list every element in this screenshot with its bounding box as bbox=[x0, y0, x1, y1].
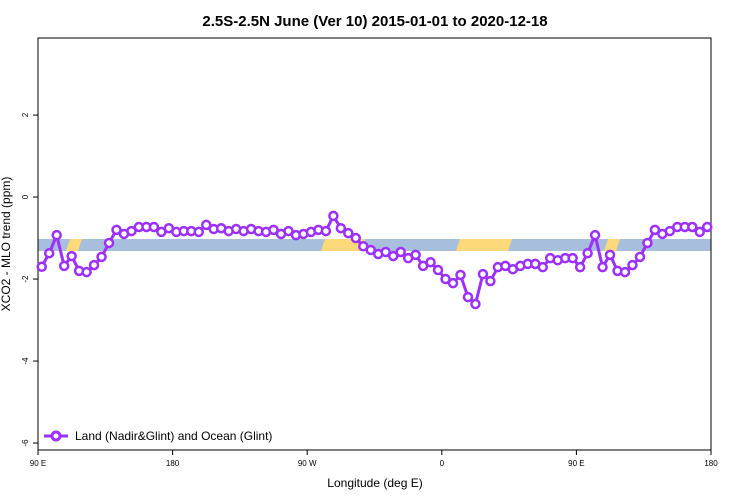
data-point bbox=[567, 252, 578, 264]
data-point bbox=[627, 259, 638, 271]
data-point bbox=[365, 244, 377, 256]
y-tick-label: 0 bbox=[21, 194, 30, 199]
data-point bbox=[477, 268, 489, 280]
data-point bbox=[43, 247, 55, 259]
data-point bbox=[462, 291, 474, 303]
x-tick-label: 0 bbox=[440, 459, 445, 468]
data-point bbox=[649, 224, 661, 236]
land-band bbox=[66, 239, 82, 251]
x-tick-label: 90 E bbox=[568, 459, 584, 468]
data-point bbox=[193, 226, 205, 238]
chart-title: 2.5S-2.5N June (Ver 10) 2015-01-01 to 20… bbox=[202, 13, 547, 30]
legend: Land (Nadir&Glint) and Ocean (Glint) bbox=[44, 429, 272, 443]
y-tick-label: -2 bbox=[21, 275, 30, 283]
data-point bbox=[343, 227, 354, 239]
data-point bbox=[201, 219, 212, 231]
y-tick-label: -4 bbox=[21, 357, 30, 365]
data-point bbox=[58, 260, 70, 272]
legend-marker bbox=[50, 430, 62, 442]
data-point bbox=[664, 225, 676, 237]
land-band bbox=[456, 239, 512, 251]
data-point bbox=[320, 225, 332, 237]
data-point bbox=[619, 266, 631, 278]
data-point bbox=[604, 249, 616, 261]
legend-label: Land (Nadir&Glint) and Ocean (Glint) bbox=[75, 429, 272, 443]
data-point bbox=[687, 221, 698, 233]
data-point bbox=[537, 261, 548, 273]
data-point bbox=[694, 226, 706, 238]
data-point bbox=[589, 229, 601, 241]
x-tick-label: 180 bbox=[166, 459, 180, 468]
data-point bbox=[387, 250, 399, 262]
data-point bbox=[470, 298, 481, 310]
data-point bbox=[268, 224, 279, 236]
data-point bbox=[597, 261, 608, 273]
surface-mask bbox=[38, 239, 711, 251]
x-axis-label: Longitude (deg E) bbox=[327, 476, 422, 490]
x-tick-label: 180 bbox=[704, 459, 718, 468]
data-point bbox=[634, 251, 646, 263]
data-point bbox=[126, 225, 137, 237]
data-point bbox=[574, 261, 586, 273]
data-point bbox=[485, 275, 496, 287]
data-point bbox=[642, 237, 653, 249]
data-point bbox=[283, 225, 294, 237]
data-point bbox=[455, 269, 466, 281]
ocean-band bbox=[38, 239, 711, 251]
data-point bbox=[81, 266, 92, 278]
data-point bbox=[66, 250, 77, 262]
data-point bbox=[51, 229, 62, 241]
data-point bbox=[335, 222, 347, 234]
data-point bbox=[111, 224, 122, 236]
data-point bbox=[148, 221, 160, 233]
data-point bbox=[88, 259, 100, 271]
data-point bbox=[432, 264, 444, 276]
data-point bbox=[425, 256, 436, 268]
y-tick-label: 2 bbox=[21, 112, 30, 117]
y-axis-label: XCO2 - MLO trend (ppm) bbox=[0, 177, 13, 312]
land-band bbox=[604, 239, 620, 251]
data-point bbox=[440, 273, 451, 285]
data-point bbox=[103, 237, 115, 249]
data-point bbox=[36, 261, 47, 273]
data-point bbox=[328, 210, 339, 222]
data-point bbox=[380, 246, 391, 258]
data-point bbox=[702, 221, 713, 233]
x-tick-label: 90 E bbox=[30, 459, 46, 468]
y-tick-label: -6 bbox=[21, 439, 30, 447]
data-point bbox=[582, 247, 593, 259]
data-point bbox=[410, 249, 421, 261]
x-tick-label: 90 W bbox=[298, 459, 317, 468]
data-point bbox=[447, 277, 459, 289]
data-point bbox=[395, 246, 406, 258]
data-point bbox=[96, 251, 107, 263]
data-point bbox=[350, 232, 362, 244]
plot-frame bbox=[37, 37, 712, 451]
